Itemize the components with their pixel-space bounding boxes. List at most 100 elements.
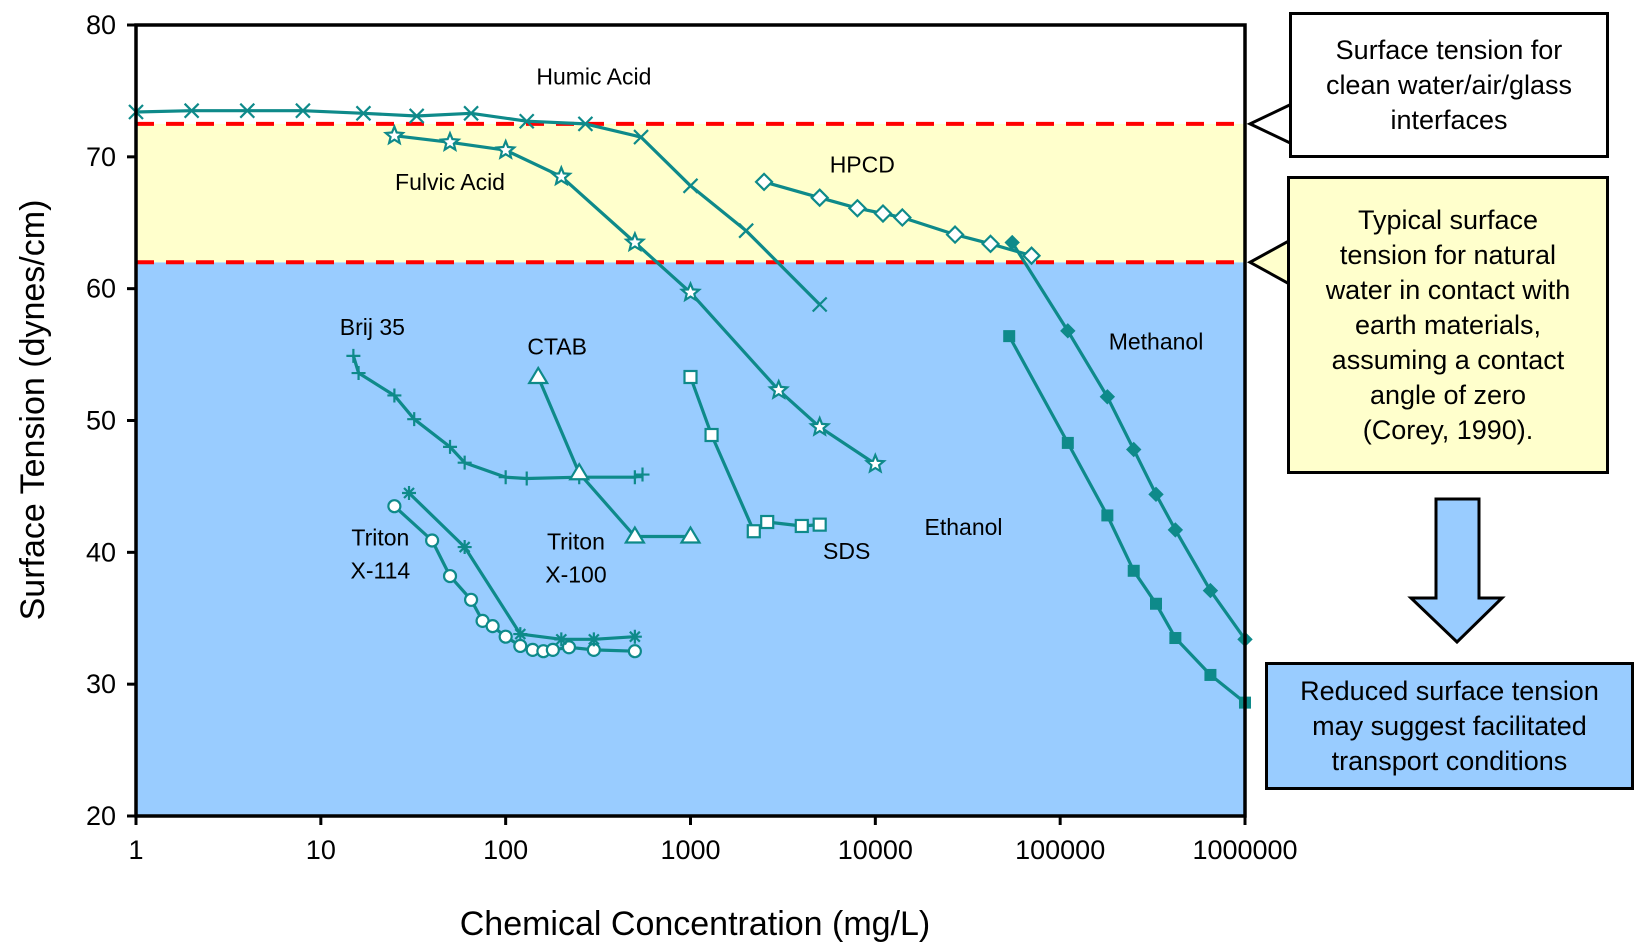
point-sds [683, 369, 698, 385]
series-label: CTAB [527, 334, 587, 360]
series-label: SDS [823, 538, 870, 564]
series-triton-x-114 [387, 499, 642, 659]
point-humic-acid [408, 108, 425, 124]
y-axis-label: Surface Tension (dynes/cm) [14, 200, 52, 621]
point-humic-acid [355, 105, 372, 122]
x-tick-label: 10 [306, 835, 336, 865]
axes: 1 10 100 1000 10000 100000 1000000 20 30 40 50 60 70… [14, 10, 1298, 943]
point-triton-x-114 [545, 642, 560, 657]
point-brij-35 [627, 470, 642, 485]
point-hpcd [873, 203, 893, 224]
series-label: X-100 [545, 562, 606, 588]
shaded-bands [136, 123, 1245, 816]
point-humic-acid [239, 102, 256, 119]
x-tick-label: 100 [483, 835, 528, 865]
series-label: Brij 35 [340, 314, 405, 340]
point-hpcd [980, 234, 1001, 254]
y-tick-label: 20 [86, 801, 116, 831]
point-humic-acid [811, 296, 828, 313]
line-ethanol [1007, 335, 1246, 704]
callout-natural-text: Typical surface tension for natural wate… [1325, 204, 1571, 445]
x-axis-label: Chemical Concentration (mg/L) [460, 905, 931, 943]
point-ethanol [1127, 564, 1140, 577]
point-ethanol [1204, 668, 1217, 681]
point-hpcd [945, 225, 965, 245]
point-brij-35 [407, 412, 422, 427]
point-triton-x-100 [457, 540, 472, 555]
point-ctab [623, 525, 646, 544]
x-tick-label: 1 [128, 835, 143, 865]
series-label: Humic Acid [536, 63, 651, 89]
series-label: Triton [547, 529, 605, 555]
down-arrow-icon [1407, 497, 1506, 645]
series-brij-35 [346, 348, 650, 486]
point-triton-x-114 [425, 533, 440, 548]
point-methanol [1202, 582, 1219, 599]
point-triton-x-114 [387, 499, 402, 514]
series-methanol [1004, 234, 1253, 648]
point-methanol [1126, 441, 1142, 458]
point-triton-x-114 [513, 638, 528, 654]
point-ctab [568, 462, 591, 481]
point-methanol [1099, 389, 1116, 405]
point-fulvic-acid [767, 378, 790, 400]
y-tick-label: 80 [86, 10, 116, 40]
point-humic-acid [577, 116, 594, 132]
point-humic-acid [682, 178, 699, 194]
point-methanol [1167, 522, 1184, 538]
y-tick-label: 60 [86, 274, 116, 304]
point-fulvic-acid [623, 230, 647, 253]
point-triton-x-100 [402, 486, 417, 501]
point-sds [704, 427, 719, 443]
series-label: Triton [351, 525, 409, 551]
x-tick-label: 1000000 [1192, 835, 1297, 865]
point-methanol [1148, 486, 1164, 503]
point-ctab [527, 365, 550, 385]
point-sds [760, 514, 775, 530]
point-fulvic-acid [438, 130, 462, 152]
point-methanol [1060, 323, 1076, 339]
point-ethanol [1150, 597, 1163, 610]
callout-clean-text: Surface tension for clean water/air/glas… [1325, 34, 1573, 135]
series-layer [128, 102, 1253, 709]
point-humic-acid [633, 129, 649, 145]
point-fulvic-acid [383, 123, 406, 146]
y-tick-label: 70 [86, 142, 116, 172]
point-ethanol [1003, 330, 1016, 343]
y-tick-label: 30 [86, 669, 116, 699]
point-ctab [679, 525, 702, 544]
point-triton-x-114 [498, 629, 513, 644]
line-ctab [536, 376, 691, 539]
point-fulvic-acid [679, 280, 702, 303]
series-hpcd [754, 172, 1042, 266]
point-humic-acid [518, 113, 535, 130]
point-brij-35 [498, 470, 513, 485]
series-label: Fulvic Acid [395, 169, 505, 195]
point-triton-x-100 [586, 632, 601, 647]
point-hpcd [847, 198, 867, 218]
series-sds [683, 369, 827, 539]
point-fulvic-acid [808, 415, 832, 437]
point-hpcd [810, 188, 830, 208]
series-ctab [527, 365, 702, 544]
point-hpcd [1021, 246, 1042, 266]
pointer-clean [1246, 101, 1294, 147]
x-tick-label: 100000 [1015, 835, 1105, 865]
reference-lines [136, 121, 1245, 265]
point-ethanol [1061, 436, 1074, 449]
point-sds [746, 524, 761, 539]
y-tick-label: 50 [86, 406, 116, 436]
series-label: HPCD [830, 152, 895, 178]
point-sds [794, 518, 809, 534]
series-label: X-114 [351, 558, 411, 584]
point-methanol [1004, 234, 1020, 251]
y-tick-label: 40 [86, 537, 116, 567]
point-ethanol [1169, 632, 1182, 645]
point-triton-x-114 [627, 644, 642, 659]
callout-clean-water: Surface tension for clean water/air/glas… [1289, 12, 1609, 158]
point-hpcd [892, 207, 912, 228]
point-brij-35 [387, 388, 402, 403]
point-triton-x-114 [442, 568, 458, 584]
point-triton-x-114 [463, 592, 479, 607]
